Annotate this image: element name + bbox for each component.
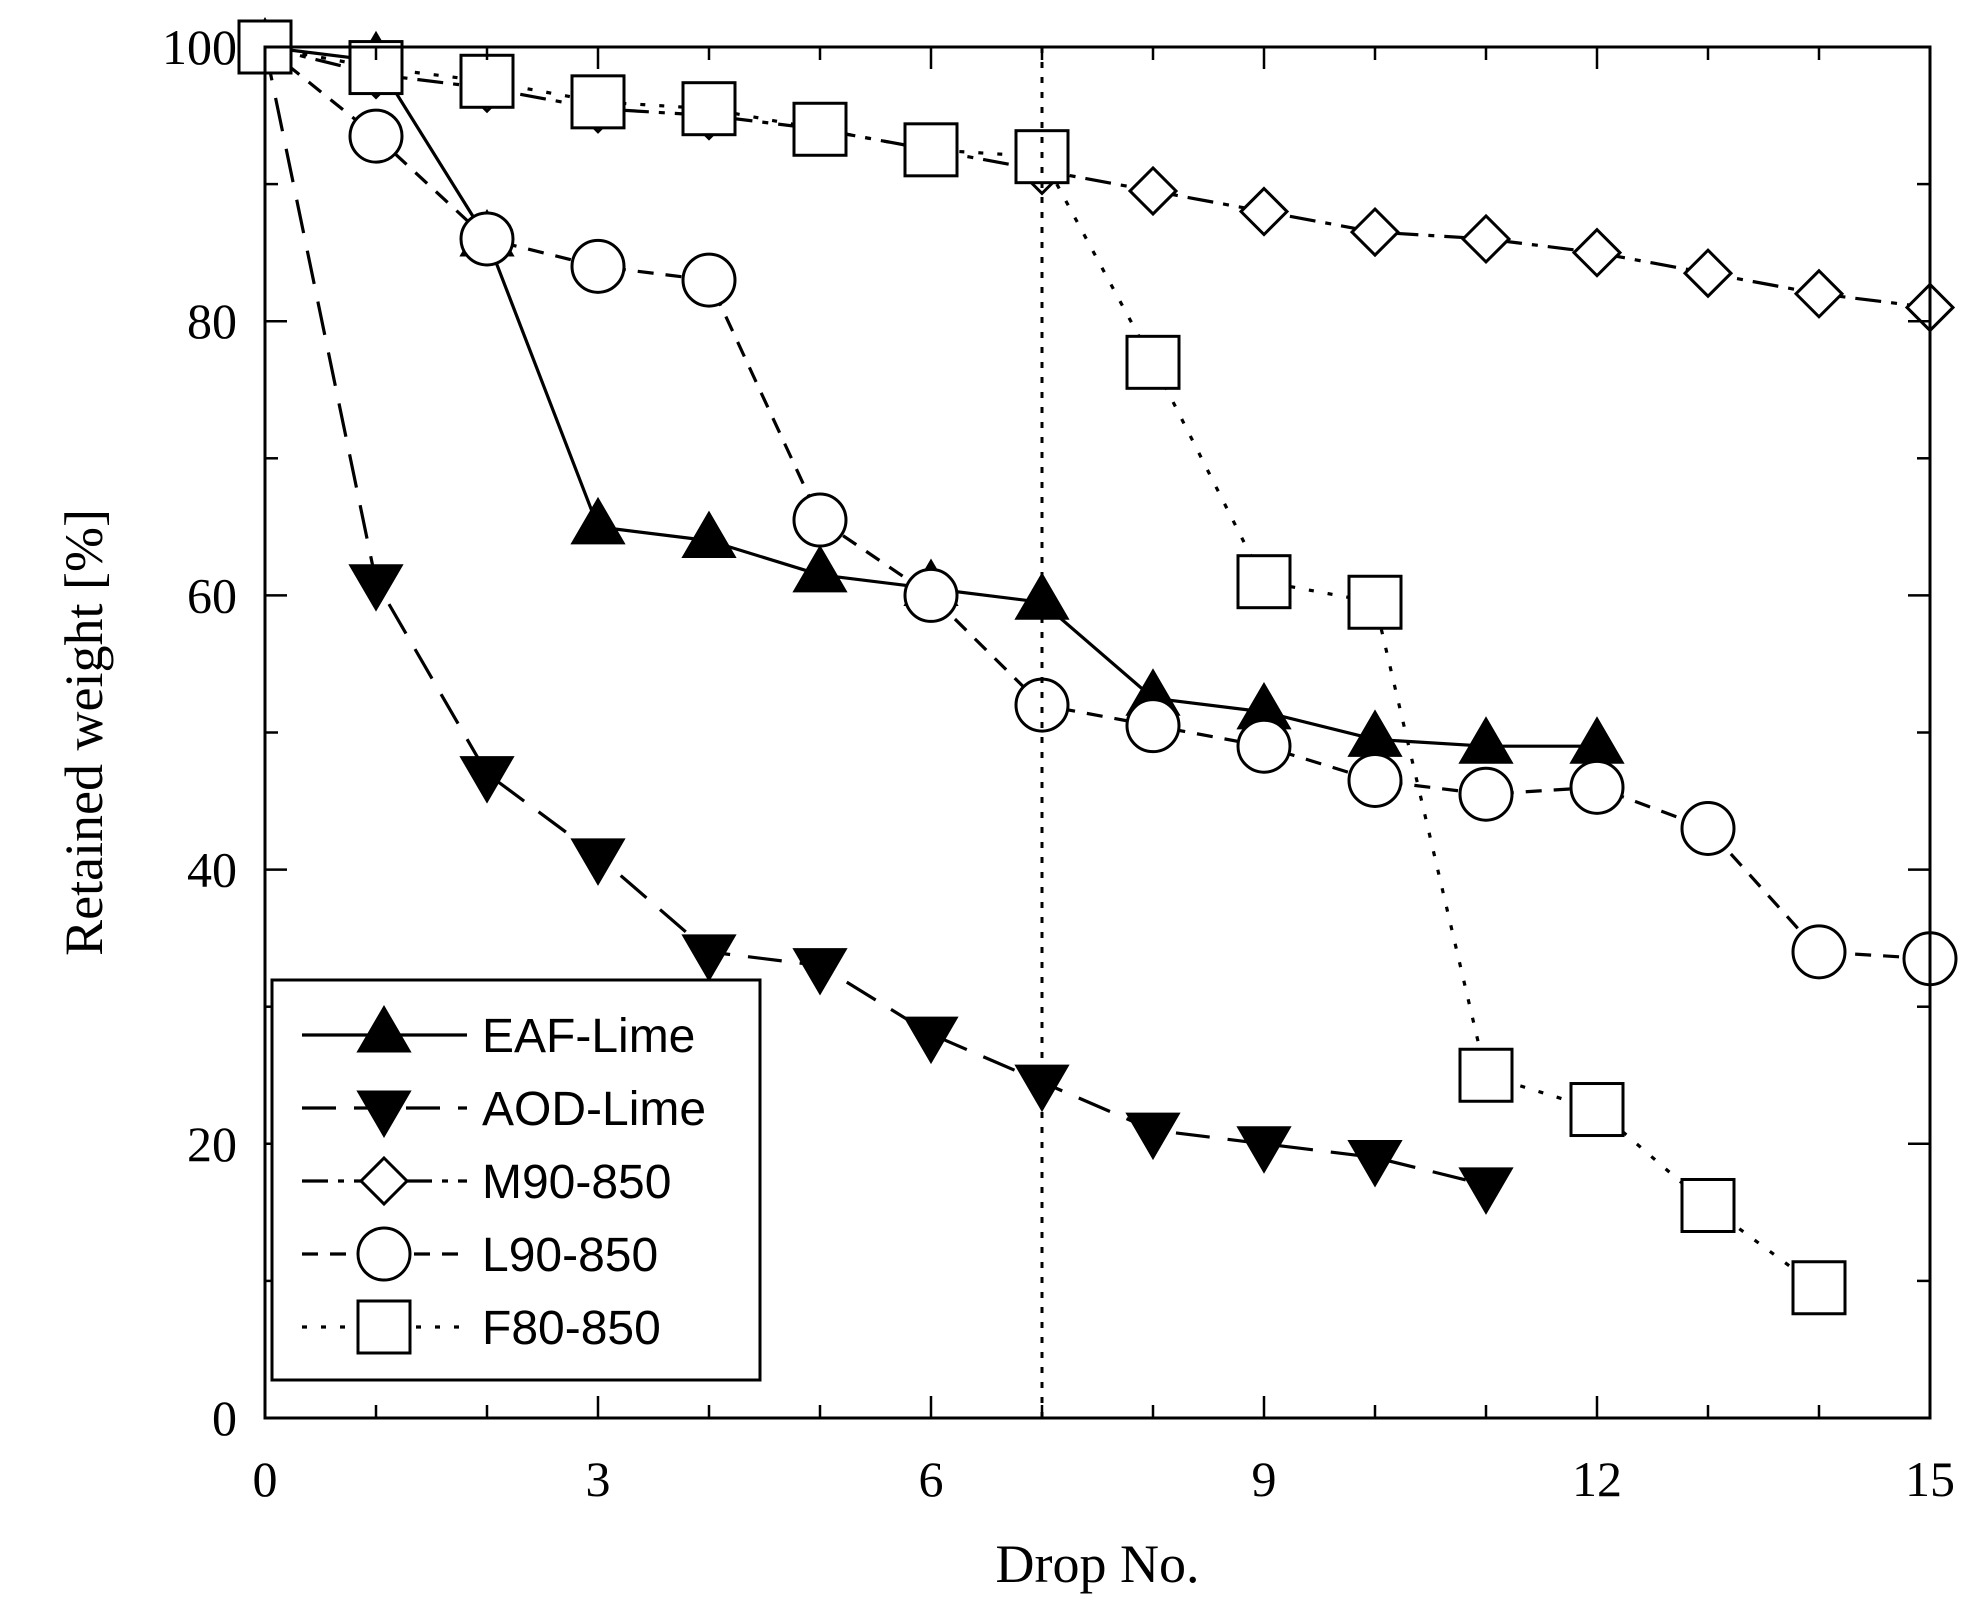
data-point-aod-lime	[1125, 1112, 1181, 1161]
data-point-f80-850	[570, 74, 626, 130]
data-point-f80-850	[1125, 334, 1181, 390]
legend-entry-f80-850: F80-850	[302, 1299, 661, 1355]
legend: EAF-Lime AOD-Lime M90-850 L90-850 F80-850	[270, 978, 762, 1382]
series-l90-850	[237, 19, 1958, 987]
data-point-eaf-lime	[1458, 716, 1514, 764]
tick-labels: 0 3 6 9 12 15 0 20 40 60 80 100	[162, 19, 1955, 1507]
data-point-l90-850	[1236, 718, 1292, 774]
data-point-eaf-lime	[681, 510, 737, 559]
series-line-m90-850	[264, 45, 1931, 310]
y-tick-label: 80	[187, 293, 237, 349]
data-point-eaf-lime	[1014, 572, 1070, 620]
x-tick-label: 9	[1252, 1451, 1277, 1507]
y-tick-label: 20	[187, 1116, 237, 1172]
legend-entry-l90-850: L90-850	[302, 1226, 658, 1282]
x-tick-label: 3	[586, 1451, 611, 1507]
data-point-f80-850	[792, 101, 848, 157]
legend-box	[270, 978, 762, 1382]
data-point-m90-850	[1127, 165, 1179, 217]
data-point-f80-850	[1791, 1260, 1847, 1316]
legend-entry-m90-850: M90-850	[302, 1155, 671, 1209]
y-tick-label: 100	[162, 19, 237, 75]
legend-marker-eaf-lime	[356, 1005, 412, 1053]
data-point-m90-850	[1571, 227, 1623, 278]
legend-marker-f80-850	[356, 1299, 412, 1355]
data-point-aod-lime	[1347, 1140, 1403, 1188]
x-axis-title: Drop No.	[996, 1534, 1200, 1594]
legend-label-eaf-lime: EAF-Lime	[482, 1010, 695, 1063]
data-point-l90-850	[348, 108, 404, 164]
data-point-f80-850	[1458, 1047, 1514, 1103]
data-point-f80-850	[459, 53, 515, 109]
x-tick-label: 6	[919, 1451, 944, 1507]
legend-entry-eaf-lime: EAF-Lime	[302, 1005, 695, 1063]
data-point-l90-850	[1125, 698, 1181, 754]
series-line-aod-lime	[263, 46, 1487, 1187]
data-point-l90-850	[903, 567, 959, 623]
data-point-f80-850	[1347, 574, 1403, 630]
legend-entry-aod-lime: AOD-Lime	[302, 1083, 706, 1138]
data-point-f80-850	[681, 81, 737, 137]
data-point-l90-850	[1791, 924, 1847, 980]
data-point-l90-850	[1569, 759, 1625, 815]
y-axis-title: Retained weight [%]	[54, 509, 114, 956]
series-f80-850	[237, 19, 1847, 1316]
legend-label-l90-850: L90-850	[482, 1229, 658, 1282]
y-tick-label: 60	[187, 567, 237, 623]
data-point-l90-850	[570, 238, 626, 294]
data-point-aod-lime	[792, 948, 848, 996]
x-tick-label: 15	[1905, 1451, 1955, 1507]
data-point-l90-850	[792, 492, 848, 548]
data-point-l90-850	[459, 211, 515, 267]
data-point-f80-850	[1680, 1177, 1736, 1233]
data-point-m90-850	[1238, 186, 1290, 237]
legend-label-f80-850: F80-850	[482, 1302, 661, 1355]
x-tick-label: 0	[253, 1451, 278, 1507]
data-point-m90-850	[1349, 206, 1401, 258]
data-point-aod-lime	[348, 564, 404, 612]
legend-items: EAF-Lime AOD-Lime M90-850 L90-850 F80-850	[302, 1005, 706, 1355]
data-point-m90-850	[1682, 248, 1734, 299]
data-point-f80-850	[1236, 554, 1292, 610]
data-point-f80-850	[903, 122, 959, 178]
x-tick-label: 12	[1572, 1451, 1622, 1507]
data-point-m90-850	[1793, 268, 1845, 319]
data-point-l90-850	[681, 252, 737, 308]
legend-label-aod-lime: AOD-Lime	[482, 1083, 706, 1136]
data-point-l90-850	[1347, 752, 1403, 808]
data-point-eaf-lime	[1569, 716, 1625, 764]
series-line-f80-850	[264, 45, 1820, 1290]
data-point-m90-850	[1460, 213, 1512, 265]
series-line-l90-850	[263, 45, 1931, 961]
data-point-l90-850	[1458, 766, 1514, 822]
data-point-eaf-lime	[792, 544, 848, 593]
y-tick-label: 0	[212, 1390, 237, 1446]
y-tick-label: 40	[187, 842, 237, 898]
data-point-aod-lime	[1458, 1167, 1514, 1215]
legend-label-m90-850: M90-850	[482, 1156, 671, 1209]
data-point-aod-lime	[459, 756, 515, 804]
legend-marker-m90-850	[358, 1155, 410, 1207]
data-point-aod-lime	[681, 934, 737, 982]
data-point-eaf-lime	[570, 496, 626, 545]
data-point-l90-850	[1680, 800, 1736, 856]
legend-marker-aod-lime	[356, 1090, 412, 1138]
data-point-aod-lime	[903, 1016, 959, 1065]
legend-marker-l90-850	[356, 1226, 412, 1282]
data-point-aod-lime	[1236, 1126, 1292, 1174]
data-point-aod-lime	[570, 838, 626, 886]
data-point-f80-850	[1569, 1082, 1625, 1138]
